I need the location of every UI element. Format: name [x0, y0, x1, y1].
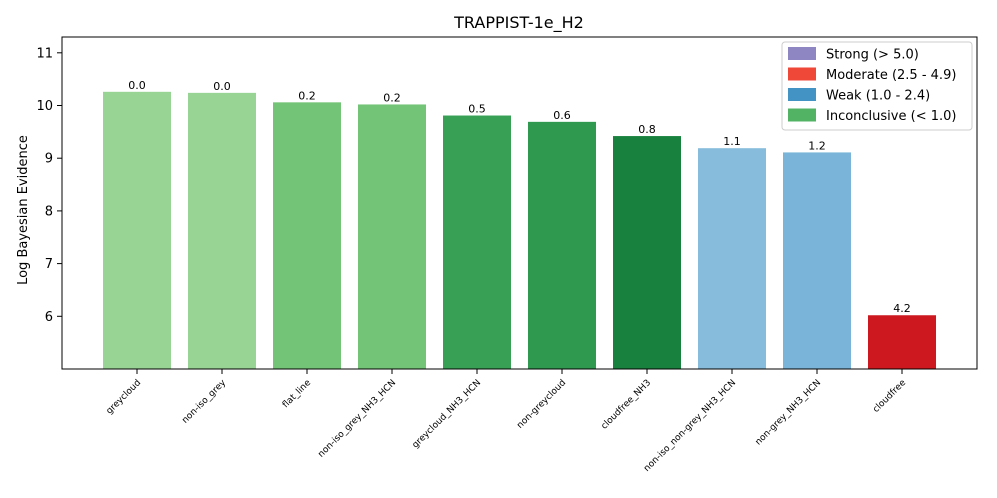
bar-value-label: 0.8	[638, 123, 656, 136]
x-tick-label: non-grey_NH3_HCN	[754, 378, 823, 447]
bar-non-iso_non-grey_NH3_HCN	[698, 148, 766, 369]
plot-frame	[61, 36, 978, 370]
bar-non-grey_NH3_HCN	[783, 152, 851, 369]
y-tick-label: 10	[36, 99, 53, 114]
bar-value-label: 0.2	[298, 89, 316, 102]
bar-value-label: 1.1	[723, 135, 741, 148]
bar-greycloud	[103, 91, 171, 370]
x-tick-label: non-iso_grey_NH3_HCN	[316, 378, 398, 460]
bar-cloudfree	[868, 315, 936, 369]
bar-non-greycloud	[528, 121, 596, 369]
y-tick-label: 6	[45, 310, 53, 325]
bar-cloudfree_NH3	[613, 136, 681, 369]
legend: Strong (> 5.0) Moderate (2.5 - 4.9) Weak (…	[781, 41, 973, 131]
x-tick-label: flat_line	[281, 378, 313, 410]
legend-swatch	[788, 67, 816, 81]
legend-swatch	[788, 88, 816, 101]
x-tick-label: non-iso_non-grey_NH3_HCN	[642, 378, 738, 474]
bar-value-label: 0.6	[553, 109, 571, 122]
y-tick-label: 8	[45, 204, 53, 219]
x-tick-label: cloudfree_NH3	[599, 378, 653, 432]
x-tick-label: greycloud_NH3_HCN	[411, 378, 483, 450]
y-tick-label: 7	[45, 257, 53, 272]
bar-flat_line	[273, 102, 341, 369]
chart-title: TRAPPIST-1e_H2	[453, 13, 584, 33]
legend-label: Weak (1.0 - 2.4)	[826, 89, 930, 104]
bar-non-iso_grey_NH3_HCN	[358, 104, 426, 369]
x-tick-label: non-greycloud	[515, 378, 568, 431]
x-tick-label: greycloud	[105, 378, 144, 417]
bar-value-label: 1.2	[808, 139, 826, 152]
y-axis: 6 7 8 9 10 11	[36, 46, 62, 325]
bar-value-label: 0.2	[383, 91, 401, 104]
legend-label: Inconclusive (< 1.0)	[826, 109, 956, 124]
bars-group: 0.0 0.0 0.2 0.2 0.5 0.6 0.8 1.1 1.2 4.2	[103, 79, 936, 370]
bar-value-label: 0.5	[468, 103, 486, 116]
y-tick-label: 9	[45, 152, 53, 167]
legend-swatch	[788, 47, 816, 60]
x-tick-label: cloudfree	[871, 378, 908, 415]
y-axis-label: Log Bayesian Evidence	[16, 135, 31, 285]
legend-label: Strong (> 5.0)	[826, 48, 919, 63]
bar-non-iso_grey	[188, 92, 256, 369]
bar-value-label: 4.2	[893, 302, 911, 315]
y-tick-label: 11	[36, 46, 53, 61]
bar-value-label: 0.0	[128, 79, 146, 92]
bar-value-label: 0.0	[213, 80, 231, 93]
x-axis: greycloud non-iso_grey flat_line non-iso_gr…	[105, 369, 908, 474]
x-tick-label: non-iso_grey	[180, 378, 228, 426]
legend-box	[781, 41, 973, 131]
bar-greycloud_NH3_HCN	[443, 115, 511, 370]
legend-swatch	[788, 108, 816, 122]
legend-label: Moderate (2.5 - 4.9)	[826, 68, 956, 83]
